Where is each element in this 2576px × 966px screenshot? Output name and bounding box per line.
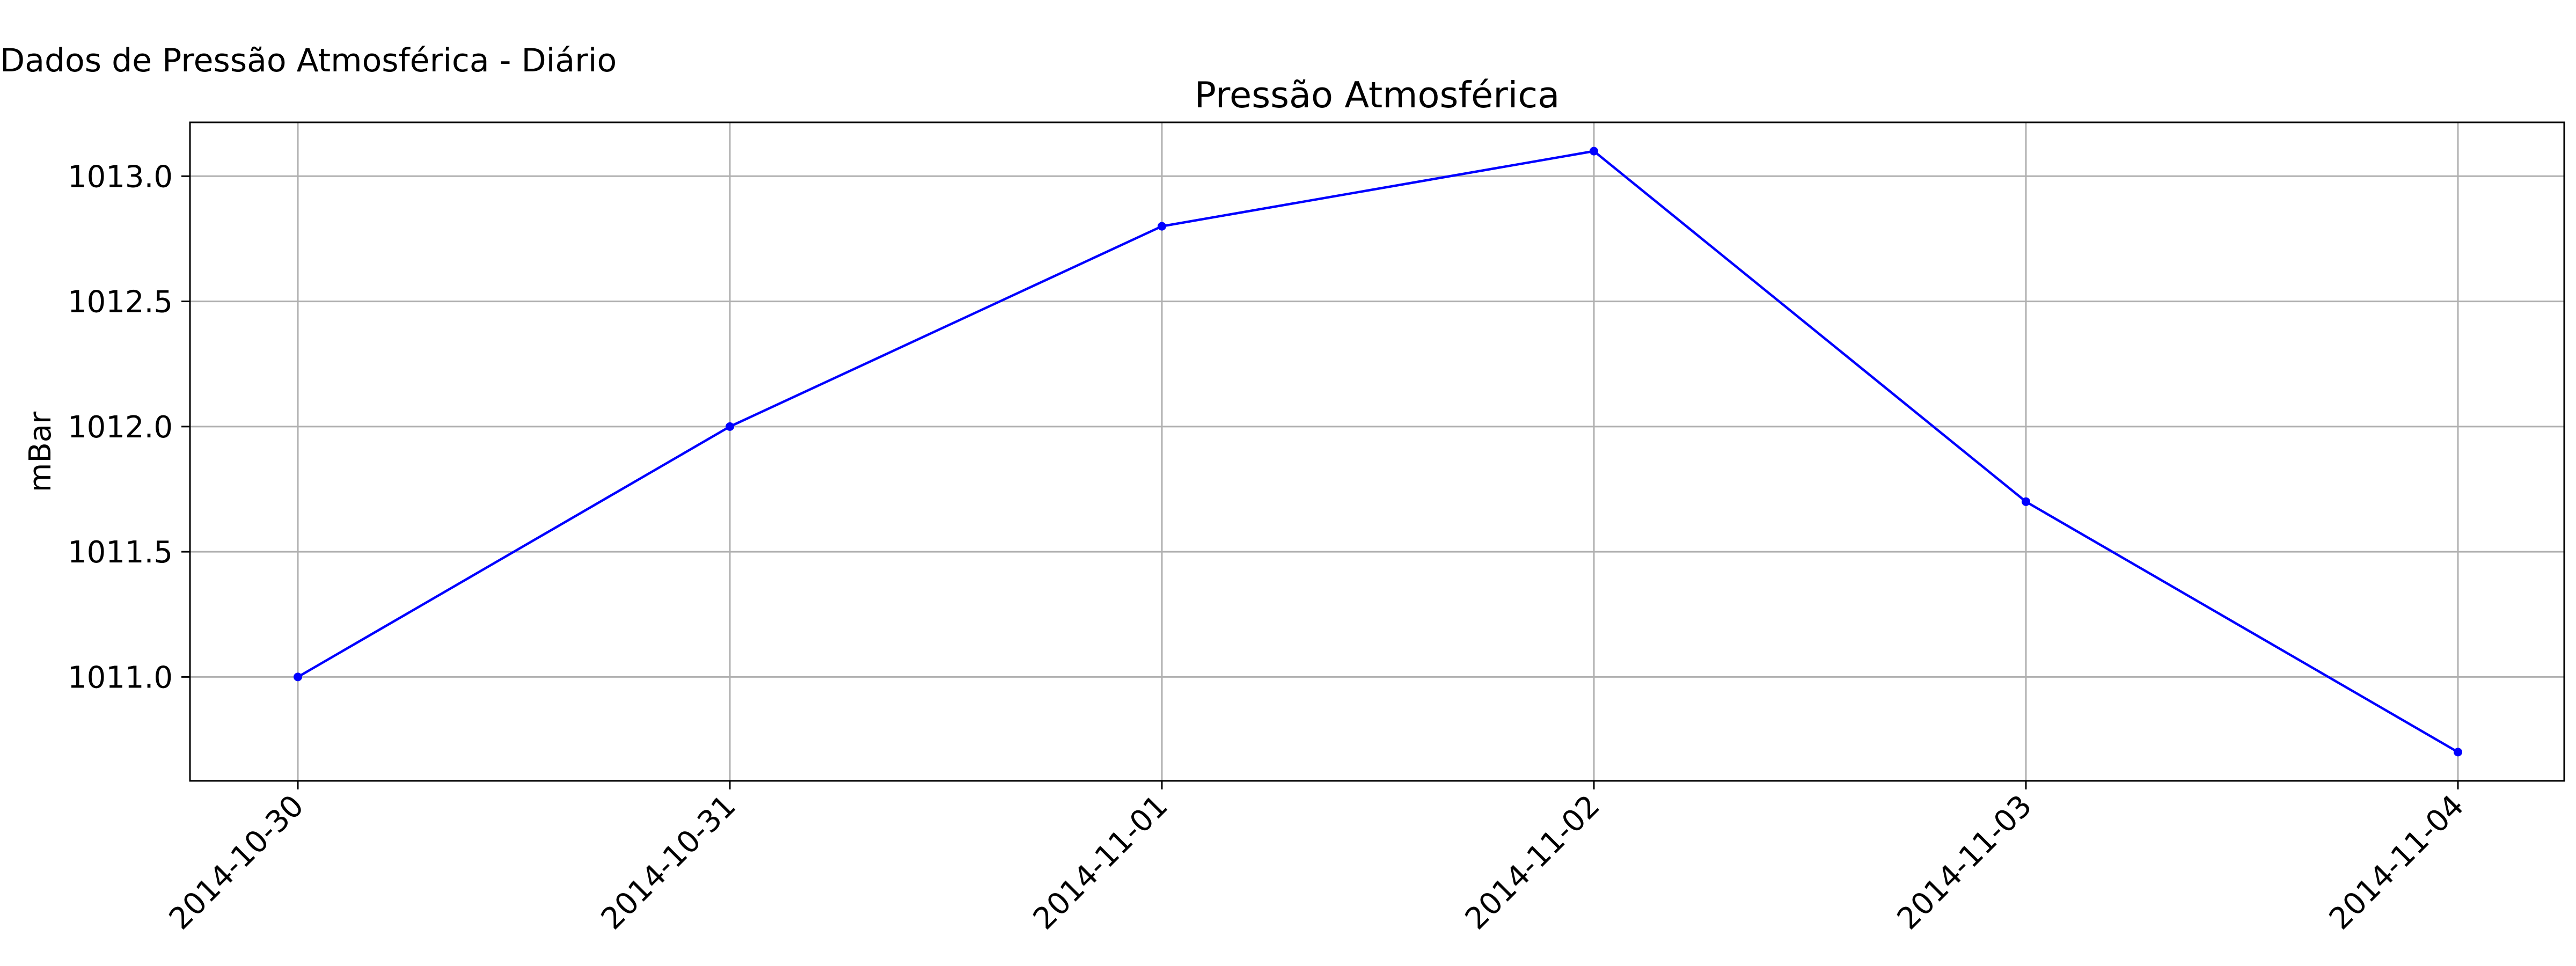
y-tick-label: 1011.0 xyxy=(68,660,173,695)
window-title: Dados de Pressão Atmosférica - Diário xyxy=(0,42,617,79)
x-tick-label: 2014-11-02 xyxy=(1459,788,1607,936)
y-tick-label: 1012.0 xyxy=(68,410,173,445)
x-tick-label: 2014-10-31 xyxy=(595,788,743,936)
grid xyxy=(190,122,2564,781)
y-axis: 1011.0 1011.5 1012.0 1012.5 1013.0 xyxy=(68,159,190,695)
data-point xyxy=(1158,222,1166,231)
y-tick-label: 1012.5 xyxy=(68,285,173,320)
data-point xyxy=(2022,497,2030,506)
data-point xyxy=(2454,748,2462,757)
data-point xyxy=(294,672,302,682)
chart-title: Pressão Atmosférica xyxy=(1195,74,1560,116)
x-tick-label: 2014-11-03 xyxy=(1891,788,2039,936)
y-tick-label: 1013.0 xyxy=(68,159,173,194)
x-tick-label: 2014-11-01 xyxy=(1027,788,1175,936)
data-point xyxy=(1590,147,1598,156)
x-tick-label: 2014-11-04 xyxy=(2323,788,2471,936)
y-tick-label: 1011.5 xyxy=(68,535,173,570)
series-layer xyxy=(294,147,2462,757)
axes-frame xyxy=(189,121,2565,782)
y-axis-label: mBar xyxy=(23,411,58,492)
data-point xyxy=(726,422,734,431)
x-axis: 2014-10-30 2014-10-31 2014-11-01 2014-11-02… xyxy=(163,781,2471,936)
x-tick-label: 2014-10-30 xyxy=(163,788,311,936)
series-line xyxy=(297,150,2459,753)
